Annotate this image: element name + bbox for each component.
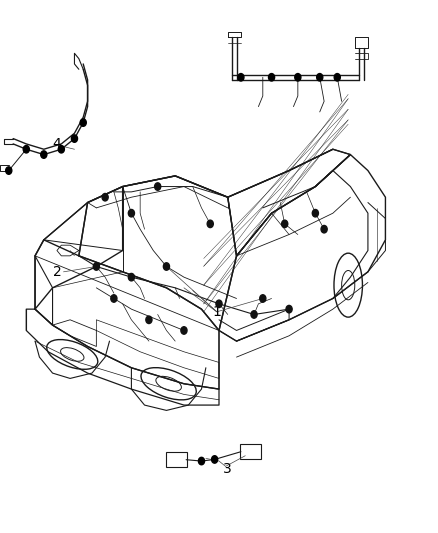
- Circle shape: [286, 305, 292, 313]
- Circle shape: [163, 263, 170, 270]
- Circle shape: [6, 167, 12, 174]
- Circle shape: [238, 74, 244, 81]
- Circle shape: [128, 273, 134, 281]
- Circle shape: [128, 209, 134, 217]
- Circle shape: [268, 74, 275, 81]
- FancyBboxPatch shape: [166, 452, 187, 467]
- Circle shape: [321, 225, 327, 233]
- Circle shape: [146, 316, 152, 324]
- Circle shape: [41, 151, 47, 158]
- Text: 4: 4: [53, 137, 61, 151]
- Text: 1: 1: [212, 305, 221, 319]
- Text: 3: 3: [223, 462, 232, 476]
- Circle shape: [216, 300, 222, 308]
- FancyBboxPatch shape: [240, 444, 261, 459]
- Circle shape: [312, 209, 318, 217]
- Circle shape: [71, 135, 78, 142]
- Circle shape: [58, 146, 64, 153]
- Circle shape: [80, 119, 86, 126]
- Circle shape: [295, 74, 301, 81]
- Circle shape: [207, 220, 213, 228]
- Circle shape: [260, 295, 266, 302]
- Circle shape: [111, 295, 117, 302]
- Circle shape: [23, 146, 29, 153]
- Text: 2: 2: [53, 265, 61, 279]
- Circle shape: [317, 74, 323, 81]
- Circle shape: [155, 183, 161, 190]
- Circle shape: [212, 456, 218, 463]
- Circle shape: [181, 327, 187, 334]
- Circle shape: [198, 457, 205, 465]
- Circle shape: [102, 193, 108, 201]
- Circle shape: [282, 220, 288, 228]
- Circle shape: [334, 74, 340, 81]
- Circle shape: [251, 311, 257, 318]
- Circle shape: [93, 263, 99, 270]
